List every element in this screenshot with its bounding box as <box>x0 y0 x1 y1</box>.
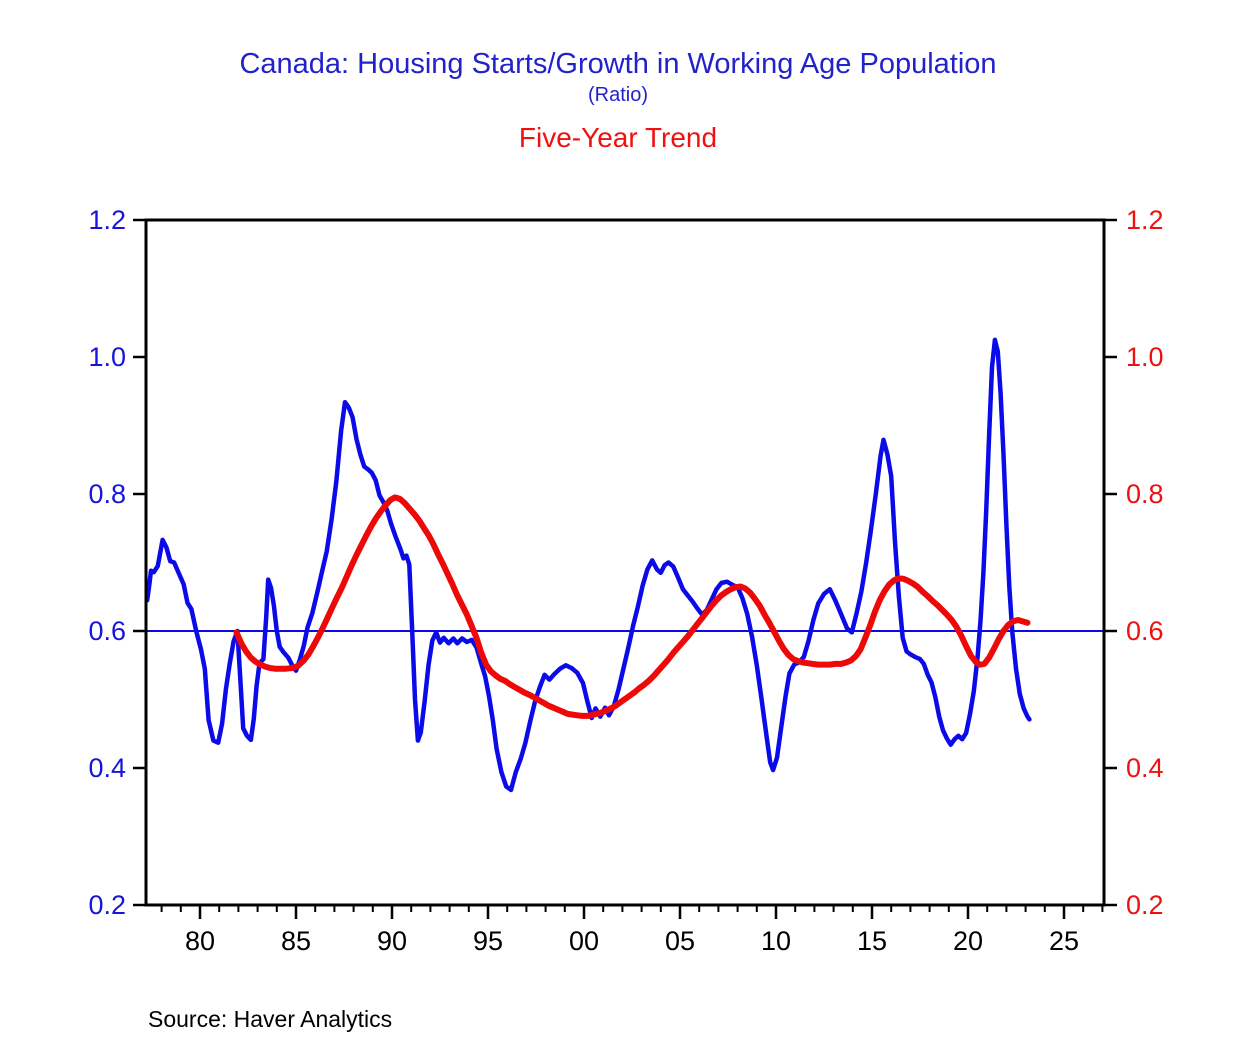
x-axis-label: 90 <box>377 926 407 956</box>
x-axis-label: 15 <box>857 926 887 956</box>
plot-frame <box>144 218 1106 907</box>
chart-subtitle: (Ratio) <box>588 84 648 106</box>
y-axis-right-label: 0.4 <box>1126 753 1164 783</box>
y-axis-right-label: 0.8 <box>1126 479 1164 509</box>
y-axis-right-label: 1.0 <box>1126 342 1164 372</box>
y-axis-right-label: 0.2 <box>1126 890 1164 920</box>
trend-title: Five-Year Trend <box>519 122 717 153</box>
ratio-series-line <box>144 337 1032 793</box>
x-axis-label: 85 <box>281 926 311 956</box>
x-axis-label: 10 <box>761 926 791 956</box>
source-note: Source: Haver Analytics <box>148 1006 392 1032</box>
y-axis-right-label: 1.2 <box>1126 205 1164 235</box>
y-axis-left-label: 1.2 <box>88 205 126 235</box>
y-axis-left-label: 0.6 <box>88 616 126 646</box>
x-axis-label: 05 <box>665 926 695 956</box>
x-axis-label: 80 <box>185 926 215 956</box>
x-axis-label: 95 <box>473 926 503 956</box>
series-layer <box>144 337 1104 793</box>
axes-layer: 1.2 1.2 1.0 1.0 0.8 0.8 0.6 0.6 0.4 0.4 0.2 0.2 80 85… <box>88 205 1163 956</box>
y-axis-left-label: 0.8 <box>88 479 126 509</box>
chart-title: Canada: Housing Starts/Growth in Working… <box>239 48 996 80</box>
x-axis-label: 25 <box>1049 926 1079 956</box>
five-year-trend-line <box>233 494 1031 719</box>
x-axis-label: 20 <box>953 926 983 956</box>
y-axis-left-label: 0.4 <box>88 753 126 783</box>
y-axis-right-label: 0.6 <box>1126 616 1164 646</box>
x-axis-label: 00 <box>569 926 599 956</box>
y-axis-left-label: 1.0 <box>88 342 126 372</box>
y-axis-left-label: 0.2 <box>88 890 126 920</box>
